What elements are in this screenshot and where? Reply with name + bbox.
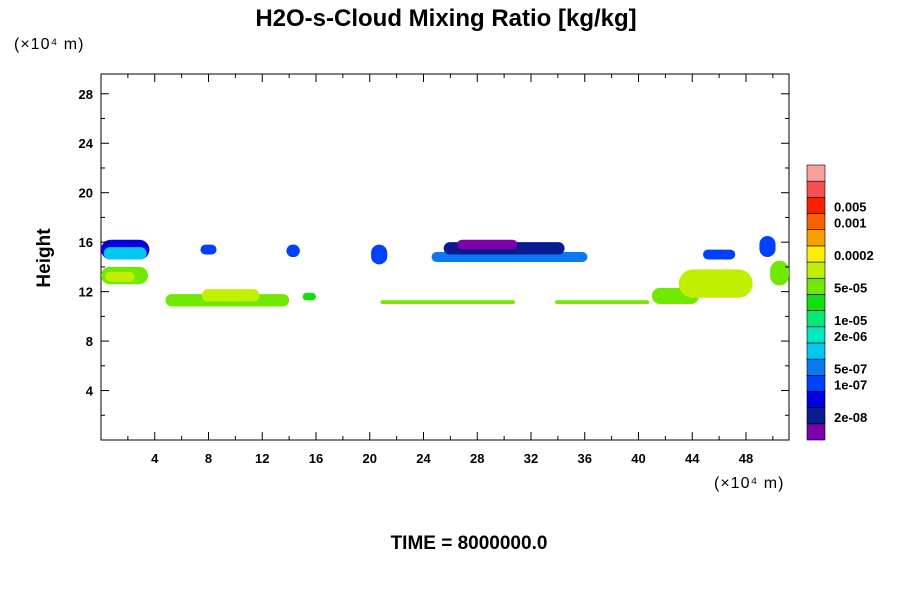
colorbar-label: 2e-06	[834, 329, 867, 344]
x-tick-label: 20	[363, 451, 377, 466]
colorbar-label: 1e-07	[834, 377, 867, 392]
time-label: TIME = 8000000.0	[391, 533, 548, 554]
x-axis-ticks: 4 8 12 16 20 24 28 32 36 40 44 48	[127, 74, 774, 466]
y-tick-label: 24	[79, 136, 94, 151]
y-axis-ticks: 4 8 12 16 20 24 28	[79, 87, 789, 416]
colorbar-swatch	[806, 391, 826, 408]
colorbar-label: 5e-05	[834, 280, 867, 295]
x-tick-label: 28	[470, 451, 484, 466]
colorbar-swatch	[806, 423, 826, 441]
colorbar-swatch	[806, 213, 826, 231]
cloud-region	[201, 289, 260, 302]
x-tick-label: 8	[205, 451, 212, 466]
colorbar-label: 5e-07	[834, 361, 867, 376]
colorbar-swatch	[806, 342, 826, 360]
cloud-field	[101, 235, 789, 307]
y-axis-unit-label: (×10⁴ m)	[14, 36, 84, 53]
x-axis-unit-label: (×10⁴ m)	[714, 475, 784, 492]
cloud-region	[286, 244, 300, 257]
y-tick-label: 16	[79, 235, 93, 250]
colorbar-swatch	[806, 310, 826, 328]
x-tick-label: 32	[524, 451, 538, 466]
colorbar-swatch	[806, 407, 826, 425]
colorbar-swatch	[806, 374, 826, 392]
cloud-region	[457, 239, 518, 250]
colorbar-label: 2e-08	[834, 410, 867, 425]
y-tick-label: 12	[79, 285, 93, 300]
colorbar-label: 0.001	[834, 216, 867, 231]
cloud-region	[678, 269, 753, 298]
colorbar-swatch	[806, 229, 826, 247]
cloud-region	[302, 292, 316, 301]
cloud-region	[703, 249, 736, 260]
cloud-region	[103, 247, 147, 260]
y-tick-label: 20	[79, 186, 93, 201]
x-tick-label: 12	[255, 451, 269, 466]
colorbar-swatch	[806, 326, 826, 344]
x-tick-label: 16	[309, 451, 323, 466]
chart-title: H2O-s-Cloud Mixing Ratio [kg/kg]	[255, 5, 636, 32]
y-tick-label: 28	[79, 87, 93, 102]
cloud-region	[200, 244, 217, 255]
x-tick-label: 40	[631, 451, 645, 466]
cloud-region	[770, 260, 789, 286]
colorbar-label: 1e-05	[834, 313, 867, 328]
x-tick-label: 4	[151, 451, 159, 466]
cloud-region	[380, 300, 515, 304]
cloud-region	[555, 300, 650, 304]
colorbar-swatch	[806, 164, 826, 182]
colorbar-swatch	[806, 358, 826, 376]
colorbar-swatch	[806, 294, 826, 311]
cloud-region	[759, 235, 776, 257]
colorbar-swatch	[806, 197, 826, 214]
x-tick-label: 36	[578, 451, 592, 466]
colorbar-label: 0.005	[834, 200, 867, 215]
cloud-region	[371, 244, 388, 265]
x-tick-label: 48	[739, 451, 753, 466]
y-axis-label: Height	[34, 228, 55, 288]
cloud-region	[105, 271, 135, 282]
colorbar-swatch	[806, 245, 826, 263]
colorbar-swatch	[806, 277, 826, 295]
colorbar-label: 0.0002	[834, 248, 874, 263]
x-tick-label: 44	[685, 451, 700, 466]
y-tick-label: 8	[86, 334, 93, 349]
colorbar-swatch	[806, 261, 826, 279]
x-tick-label: 24	[416, 451, 431, 466]
colorbar-swatch	[806, 180, 826, 198]
y-tick-label: 4	[86, 384, 94, 399]
plot-frame	[100, 73, 790, 441]
